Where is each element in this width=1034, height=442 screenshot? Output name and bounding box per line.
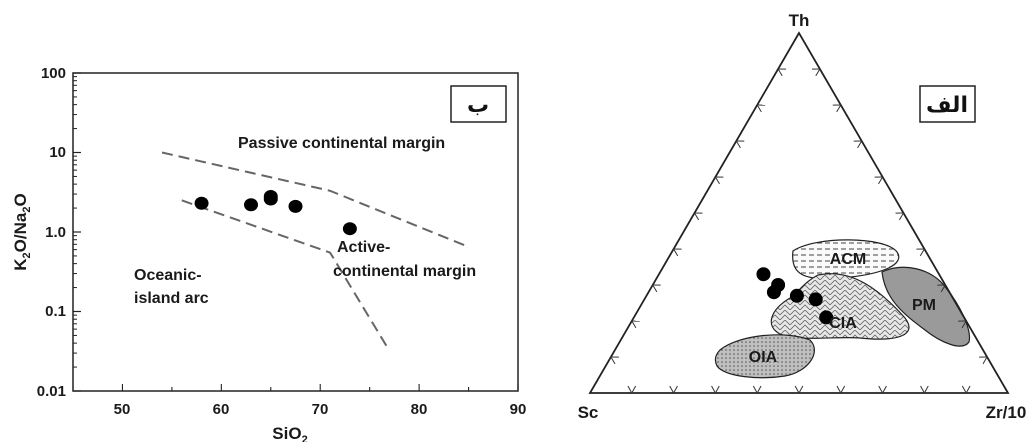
- ternary-tick: [920, 385, 925, 394]
- y-tick-label: 1.0: [45, 224, 66, 241]
- ternary-tick: [836, 104, 842, 113]
- panel-tag-box: [919, 85, 976, 123]
- panel-tag-alef: الف: [926, 93, 968, 118]
- ternary-tick: [798, 385, 804, 394]
- apex-label-sc: Sc: [578, 403, 599, 422]
- field-label-oia: OIA: [749, 349, 778, 366]
- field-label-acm: ACM: [830, 251, 866, 268]
- ternary-data-points: [756, 267, 834, 325]
- ternary-tick: [652, 284, 658, 293]
- ternary-tick: [711, 385, 716, 394]
- ternary-tick: [982, 356, 988, 365]
- ternary-tick: [627, 385, 633, 394]
- field-label-cia: CIA: [829, 315, 857, 332]
- y-tick-marks: [73, 72, 81, 392]
- apex-label-th: Th: [789, 11, 810, 30]
- x-tick-marks: [121, 384, 519, 391]
- data-point: [244, 198, 258, 212]
- field-oia: [714, 334, 815, 379]
- region-label-oceanic: Oceanic-: [134, 267, 202, 284]
- ternary-tick: [836, 385, 842, 394]
- data-point: [342, 222, 357, 236]
- ternary-tick: [857, 140, 863, 149]
- region-label-oceanic: island arc: [134, 290, 209, 307]
- ternary-tick: [965, 385, 971, 394]
- ternary-tick: [961, 385, 967, 394]
- ternary-diagram: Th Sc Zr/10 ACM CIA PM OIA الف: [578, 11, 1027, 422]
- ternary-tick: [878, 176, 884, 185]
- y-axis-label: K2O/Na2O: [11, 193, 33, 270]
- ternary-tick: [631, 385, 637, 394]
- ternary-tick: [878, 385, 884, 394]
- ternary-data-point: [808, 292, 823, 307]
- ternary-tick: [940, 284, 946, 293]
- ternary-data-point: [756, 267, 771, 282]
- x-tick-label: 80: [411, 401, 428, 418]
- ternary-tick: [752, 385, 758, 394]
- ternary-tick: [631, 320, 637, 329]
- ternary-tick: [923, 385, 929, 394]
- field-acm: [792, 239, 900, 280]
- boundary-line: [161, 151, 469, 248]
- ternary-tick: [961, 320, 967, 329]
- region-label-active: continental margin: [333, 263, 476, 280]
- data-points: [194, 189, 357, 236]
- ternary-tick: [840, 385, 846, 394]
- x-axis-label: SiO2: [272, 424, 307, 442]
- apex-label-zr: Zr/10: [986, 403, 1027, 422]
- ternary-data-point: [789, 288, 804, 303]
- y-tick-label: 0.01: [37, 383, 66, 400]
- ternary-tick: [898, 212, 904, 221]
- ternary-tick: [882, 385, 887, 394]
- y-tick-label: 10: [49, 144, 66, 161]
- ternary-tick: [735, 140, 741, 149]
- x-tick-label: 60: [213, 401, 230, 418]
- ternary-tick: [815, 68, 821, 77]
- y-tick-label: 100: [41, 65, 66, 82]
- discrimination-chart: 100 10 1.0 0.1 0.01 50 60 70 80 90 SiO2 …: [11, 65, 526, 442]
- ternary-tick-marks: [610, 68, 988, 394]
- ternary-tick: [794, 385, 800, 394]
- ternary-tick: [673, 385, 678, 394]
- ternary-tick: [669, 385, 675, 394]
- x-tick-label: 70: [312, 401, 329, 418]
- ternary-tick: [610, 356, 616, 365]
- field-cia: [770, 273, 910, 340]
- ternary-tick: [756, 104, 762, 113]
- ternary-tick: [777, 68, 783, 77]
- data-point: [288, 199, 303, 213]
- field-label-pm: PM: [912, 297, 936, 314]
- y-tick-label: 0.1: [45, 303, 66, 320]
- ternary-tick: [694, 212, 700, 221]
- ternary-tick: [714, 176, 720, 185]
- x-tick-label: 90: [510, 401, 527, 418]
- x-tick-label: 50: [114, 401, 131, 418]
- region-label-passive: Passive continental margin: [238, 135, 445, 152]
- region-label-active: Active-: [337, 239, 390, 256]
- ternary-tick: [714, 385, 720, 394]
- data-point: [263, 189, 278, 203]
- ternary-tick: [673, 248, 679, 257]
- field-pm: [881, 266, 971, 347]
- ternary-tick: [756, 385, 762, 394]
- boundary-lines: [161, 151, 469, 352]
- panel-tag-box: [450, 85, 507, 123]
- data-point: [194, 196, 209, 210]
- boundary-line: [181, 199, 391, 352]
- ternary-data-point: [766, 285, 781, 300]
- ternary-data-point: [819, 310, 834, 325]
- panel-tag-b: ب: [467, 93, 489, 118]
- ternary-tick: [919, 248, 925, 257]
